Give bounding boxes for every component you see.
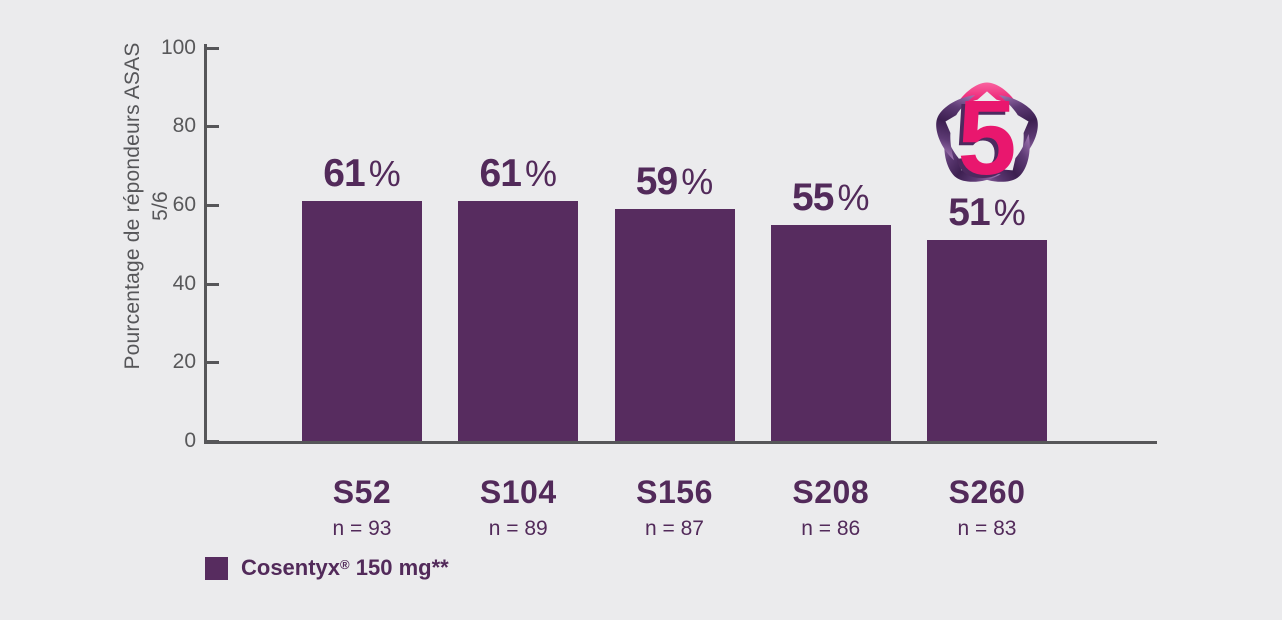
y-tick-label: 0: [184, 429, 196, 452]
bar-value-label: 51%: [902, 191, 1072, 243]
x-tick-label: S104: [479, 474, 557, 510]
y-tick-label: 40: [172, 271, 196, 295]
y-tick-mark: [207, 125, 219, 129]
five-year-badge: 5: [928, 76, 1046, 197]
legend-brand: Cosentyx: [241, 555, 341, 580]
legend: Cosentyx® 150 mg**: [205, 555, 449, 581]
bar-value-label: 55%: [746, 176, 916, 228]
y-tick-mark: [207, 46, 219, 50]
bar-value-number: 59: [635, 159, 678, 203]
y-tick-label: 100: [160, 35, 196, 59]
bar-S156: [614, 208, 735, 441]
percent-sign: %: [368, 152, 401, 194]
y-tick-label: 80: [172, 114, 196, 138]
bar-value-number: 61: [323, 151, 365, 195]
x-tick-label: S52: [332, 474, 392, 510]
n-label: n = 83: [957, 517, 1017, 540]
n-label: n = 86: [801, 517, 861, 540]
percent-sign: %: [837, 176, 870, 218]
percent-sign: %: [681, 160, 714, 202]
y-tick-mark: [207, 440, 219, 443]
y-tick-mark: [207, 282, 219, 286]
legend-label: Cosentyx® 150 mg**: [241, 555, 449, 581]
bar-value-number: 55: [792, 175, 834, 219]
bar-S260: [927, 240, 1047, 441]
n-label: n = 89: [488, 517, 548, 540]
y-tick-label: 20: [172, 350, 196, 374]
bar-value-label: 61%: [277, 152, 447, 204]
n-label: n = 93: [332, 517, 392, 540]
legend-swatch: [205, 556, 228, 580]
bar-S208: [770, 224, 891, 441]
y-tick-mark: [207, 361, 219, 365]
x-tick-label: S260: [948, 474, 1026, 510]
bar-value-number: 51: [948, 191, 990, 235]
bar-value-label: 59%: [590, 160, 760, 212]
percent-sign: %: [993, 192, 1026, 234]
bar-S104: [458, 200, 579, 441]
registered-mark: ®: [340, 557, 350, 572]
y-axis-line: [204, 44, 207, 444]
y-tick-mark: [207, 203, 219, 207]
x-axis-line: [204, 441, 1157, 444]
bar-S52: [302, 200, 422, 441]
wreath-icon: [936, 82, 1038, 182]
y-tick-label: 60: [172, 192, 196, 216]
x-tick-label: S156: [636, 474, 713, 510]
bar-value-label: 61%: [433, 152, 603, 204]
n-label: n = 87: [645, 517, 704, 540]
percent-sign: %: [524, 152, 557, 194]
bar-value-number: 61: [479, 151, 522, 195]
badge-number: 5: [957, 79, 1017, 197]
x-tick-label: S208: [792, 474, 870, 510]
legend-dose: 150 mg**: [355, 555, 449, 580]
